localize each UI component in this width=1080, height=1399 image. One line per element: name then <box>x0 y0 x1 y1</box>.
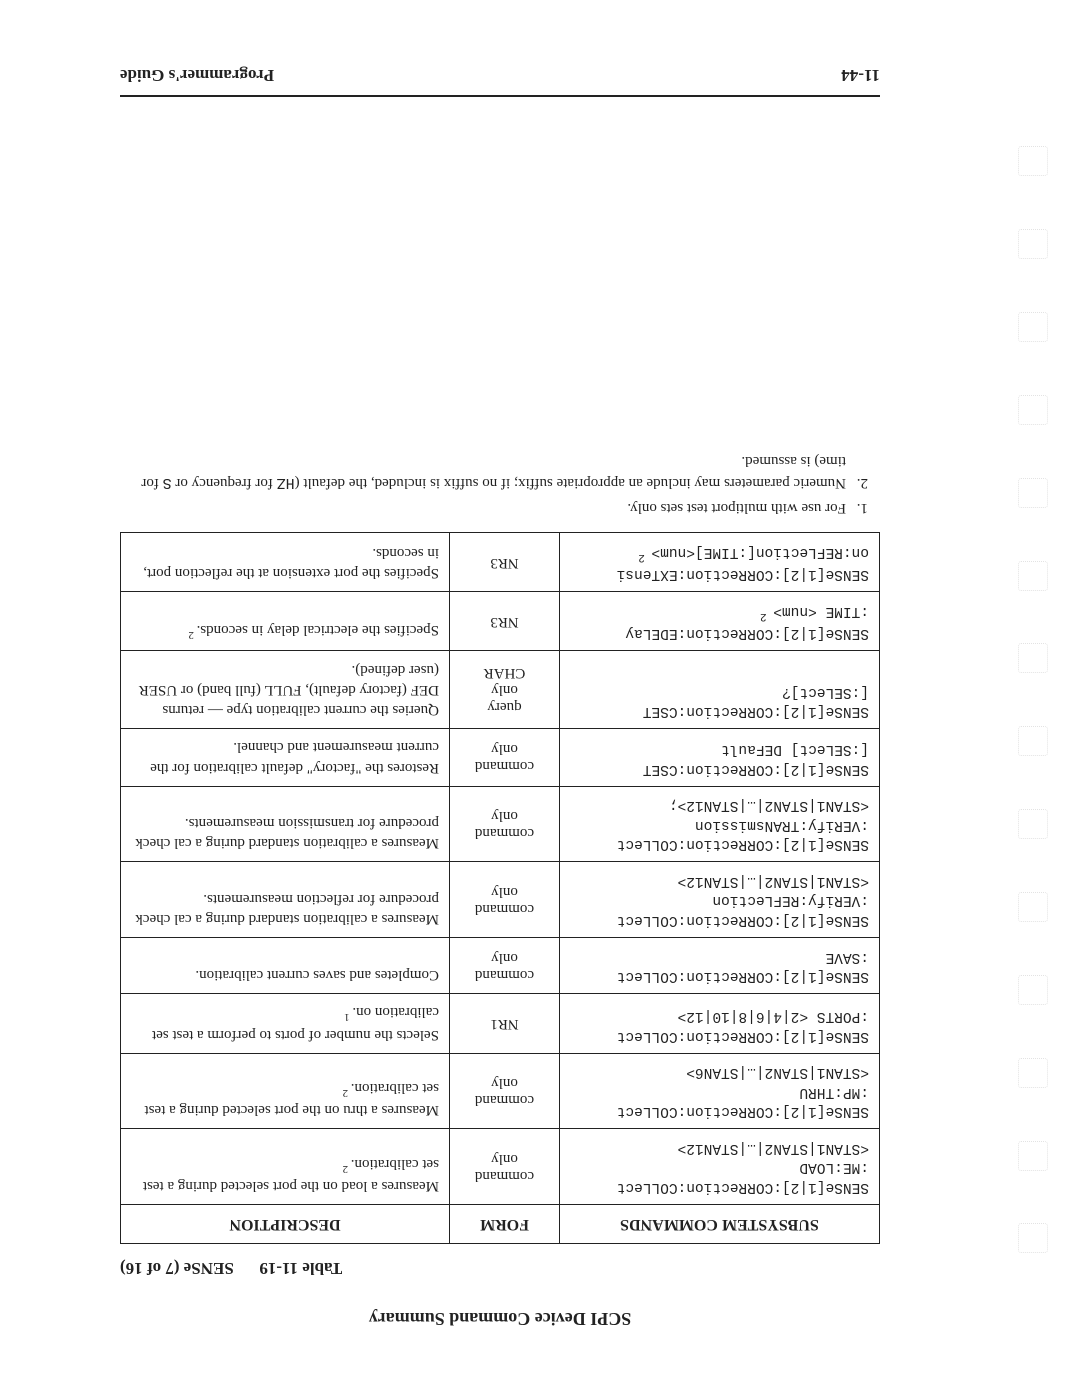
table-row: SENSe[1|2]:CORRection:COLLect :PORTS <2|… <box>121 994 880 1054</box>
cell-description: Measures a load on the port selected dur… <box>121 1129 450 1205</box>
cell-description: Completes and saves current calibration. <box>121 938 450 994</box>
cell-command: SENSe[1|2]:CORRection:COLLect :VERify:RE… <box>560 862 880 938</box>
footnote-num-1: 1. <box>846 497 868 519</box>
cell-description: Specifies the port extension at the refl… <box>121 533 450 592</box>
cell-command: SENSe[1|2]:CORRection:EDELay :TIME <num>… <box>560 592 880 651</box>
cell-command: SENSe[1|2]:CORRection:COLLect :ME:LOAD <… <box>560 1129 880 1205</box>
footer-page-number: 11-44 <box>841 65 880 85</box>
cell-description: Specifies the electrical delay in second… <box>121 592 450 651</box>
cell-form: NR3 <box>450 592 560 651</box>
table-row: SENSe[1|2]:CORRection:CSET [:SELect]?que… <box>121 651 880 729</box>
cell-command: SENSe[1|2]:CORRection:COLLect :PORTS <2|… <box>560 994 880 1054</box>
cell-description: Selects the number of ports to perform a… <box>121 994 450 1054</box>
table-row: SENSe[1|2]:CORRection:CSET [:SELect] DEF… <box>121 729 880 787</box>
cell-form: commandonly <box>450 1053 560 1129</box>
cell-command: SENSe[1|2]:CORRection:COLLect :MP:THRU <… <box>560 1053 880 1129</box>
footnote-num-2: 2. <box>846 449 868 493</box>
table-row: SENSe[1|2]:CORRection:COLLect :SAVEcomma… <box>121 938 880 994</box>
table-row: SENSe[1|2]:CORRection:COLLect :VERify:RE… <box>121 862 880 938</box>
table-row: SENSe[1|2]:CORRection:COLLect :VERify:TR… <box>121 786 880 862</box>
table-row: SENSe[1|2]:CORRection:EDELay :TIME <num>… <box>121 592 880 651</box>
table-number: Table 11-19 <box>259 1259 342 1278</box>
table-row: SENSe[1|2]:CORRection:COLLect :MP:THRU <… <box>121 1053 880 1129</box>
page-header: SCPI Device Command Summary <box>120 1308 880 1329</box>
cell-form: commandonly <box>450 938 560 994</box>
table-row: SENSe[1|2]:CORRection:COLLect :ME:LOAD <… <box>121 1129 880 1205</box>
col-form: FORM <box>450 1205 560 1244</box>
col-commands: SUBSYSTEM COMMANDS <box>560 1205 880 1244</box>
col-description: DESCRIPTION <box>121 1205 450 1244</box>
footnote-2: Numeric parameters may include an approp… <box>120 449 846 493</box>
cell-description: Measures a calibration standard during a… <box>121 786 450 862</box>
cell-command: SENSe[1|2]:CORRection:EXTensi on:REFLect… <box>560 533 880 592</box>
cell-description: Restores the "factory" default calibrati… <box>121 729 450 787</box>
cell-form: commandonly <box>450 1129 560 1205</box>
cell-form: NR1 <box>450 994 560 1054</box>
commands-table: SUBSYSTEM COMMANDS FORM DESCRIPTION SENS… <box>120 532 880 1244</box>
table-row: SENSe[1|2]:CORRection:EXTensi on:REFLect… <box>121 533 880 592</box>
cell-description: Queries the current calibration type — r… <box>121 651 450 729</box>
cell-form: NR3 <box>450 533 560 592</box>
footnotes: 1. For use with multiport test sets only… <box>120 449 880 518</box>
cell-command: SENSe[1|2]:CORRection:COLLect :SAVE <box>560 938 880 994</box>
cell-command: SENSe[1|2]:CORRection:CSET [:SELect]? <box>560 651 880 729</box>
footnote-1: For use with multiport test sets only. <box>627 497 846 519</box>
cell-description: Measures a thru on the port selected dur… <box>121 1053 450 1129</box>
table-subject: SENSe (7 of 16) <box>120 1259 234 1278</box>
cell-form: commandonly <box>450 786 560 862</box>
cell-form: commandonly <box>450 729 560 787</box>
cell-description: Measures a calibration standard during a… <box>121 862 450 938</box>
footer-guide-title: Programmer's Guide <box>120 65 274 85</box>
cell-command: SENSe[1|2]:CORRection:COLLect :VERify:TR… <box>560 786 880 862</box>
table-caption: Table 11-19 SENSe (7 of 16) <box>120 1258 880 1278</box>
cell-form: queryonlyCHAR <box>450 651 560 729</box>
cell-command: SENSe[1|2]:CORRection:CSET [:SELect] DEF… <box>560 729 880 787</box>
cell-form: commandonly <box>450 862 560 938</box>
